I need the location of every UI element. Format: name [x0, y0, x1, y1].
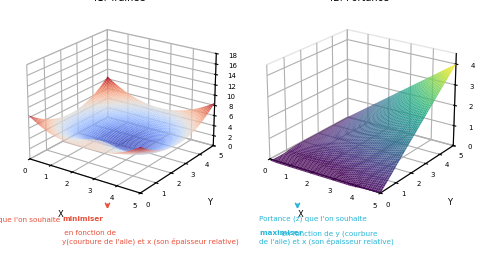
X-axis label: X: X	[58, 210, 64, 219]
Text: en fonction de y (courbure
    de l'aile) et x (son épaisseur relative): en fonction de y (courbure de l'aile) et…	[250, 230, 394, 245]
Y-axis label: Y: Y	[206, 198, 212, 207]
Text: Portance (z) que l'on souhaite: Portance (z) que l'on souhaite	[250, 216, 367, 229]
Y-axis label: Y: Y	[446, 198, 452, 207]
X-axis label: X: X	[298, 210, 304, 219]
Title: f1: Traînée: f1: Traînée	[94, 0, 146, 3]
Text: Traînée (z) que l'on souhaite: Traînée (z) que l'on souhaite	[0, 216, 62, 223]
Text: minimiser: minimiser	[62, 216, 104, 222]
Title: f2: Portance: f2: Portance	[330, 0, 390, 3]
Text: en fonction de
y(courbure de l'aile) et x (son épaisseur relative): en fonction de y(courbure de l'aile) et …	[62, 230, 240, 245]
Text: maximiser: maximiser	[250, 230, 302, 236]
